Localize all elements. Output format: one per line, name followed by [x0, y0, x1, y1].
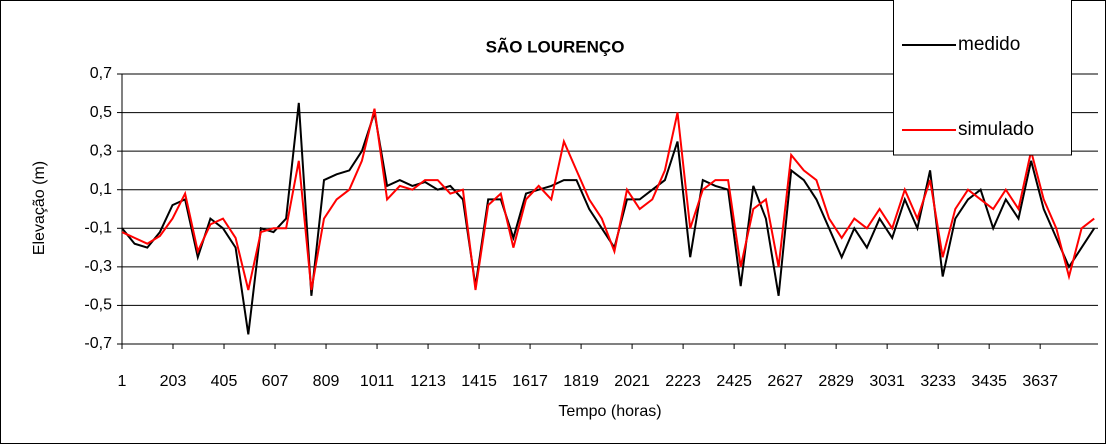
y-tick-label: 0,3: [90, 142, 112, 159]
legend-label: simulado: [958, 119, 1034, 140]
series-line: [121, 108, 1095, 291]
x-tick-label: 3233: [920, 373, 956, 390]
x-tick-label: 1213: [410, 373, 446, 390]
x-tick-label: 1415: [461, 373, 497, 390]
x-tick-label: 2223: [665, 373, 701, 390]
x-tick-label: 405: [211, 373, 238, 390]
x-tick-label: 1819: [563, 373, 599, 390]
x-tick-label: 1: [118, 373, 127, 390]
y-tick-label: 0,1: [90, 181, 112, 198]
y-tick-label: -0,3: [84, 258, 112, 275]
y-tick-label: -0,7: [84, 335, 112, 352]
y-tick-label: 0,5: [90, 104, 112, 121]
y-axis-label: Elevação (m): [31, 161, 48, 255]
y-tick-label: -0,1: [84, 220, 112, 237]
x-tick-label: 3031: [869, 373, 905, 390]
x-tick-label: 3637: [1022, 373, 1058, 390]
legend-box: [893, 0, 1072, 156]
legend-label: medido: [958, 34, 1020, 55]
y-tick-label: 0,7: [90, 65, 112, 82]
x-axis-label: Tempo (horas): [558, 403, 661, 420]
x-tick-label: 2021: [614, 373, 650, 390]
x-tick-label: 2627: [767, 373, 803, 390]
x-tick-label: 3435: [971, 373, 1007, 390]
y-tick-label: -0,5: [84, 297, 112, 314]
x-tick-label: 1617: [512, 373, 548, 390]
x-tick-label: 2829: [818, 373, 854, 390]
x-tick-label: 2425: [716, 373, 752, 390]
x-tick-label: 809: [313, 373, 340, 390]
x-tick-label: 203: [160, 373, 187, 390]
x-tick-label: 1011: [360, 373, 395, 390]
x-tick-label: 607: [262, 373, 289, 390]
chart-title: SÃO LOURENÇO: [486, 36, 625, 56]
